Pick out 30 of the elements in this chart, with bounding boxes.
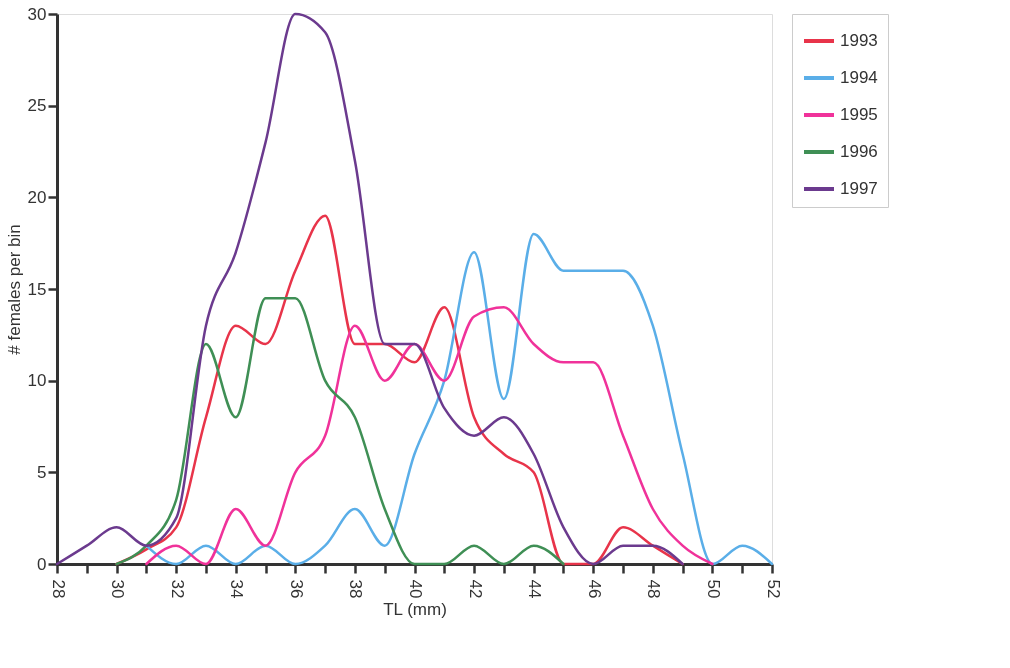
- x-tick-label: 30: [108, 579, 128, 599]
- x-tick-label: 52: [763, 579, 783, 599]
- legend-label: 1997: [840, 179, 878, 198]
- line-series: [145, 232, 774, 566]
- y-tick-label: 20: [27, 187, 47, 207]
- y-tick-label: 10: [27, 371, 47, 391]
- legend-label: 1994: [840, 68, 878, 87]
- legend-label: 1995: [840, 105, 878, 124]
- x-tick-label: 38: [346, 579, 366, 599]
- legend-label: 1996: [840, 142, 878, 161]
- y-axis-title: # females per bin: [4, 224, 24, 355]
- line-series: [145, 306, 714, 566]
- x-tick-label: 34: [227, 579, 247, 599]
- x-axis-title: TL (mm): [383, 600, 447, 620]
- x-tick-label: 42: [465, 579, 485, 599]
- x-tick-label: 40: [406, 579, 425, 599]
- y-tick-label: 0: [37, 554, 47, 574]
- y-tick-label: 30: [27, 4, 47, 24]
- y-tick-label: 25: [27, 96, 47, 116]
- line-series: [115, 296, 565, 566]
- y-tick-label: 5: [37, 462, 47, 482]
- x-tick-label: 46: [584, 579, 604, 599]
- x-tick-label: 28: [48, 579, 68, 599]
- x-tick-label: 50: [703, 579, 723, 599]
- legend-label: 1993: [840, 31, 878, 50]
- x-tick-label: 44: [525, 579, 545, 599]
- y-tick-label: 15: [27, 279, 47, 299]
- x-tick-label: 36: [286, 579, 306, 599]
- x-tick-label: 32: [167, 579, 187, 599]
- x-tick-label: 48: [644, 579, 664, 599]
